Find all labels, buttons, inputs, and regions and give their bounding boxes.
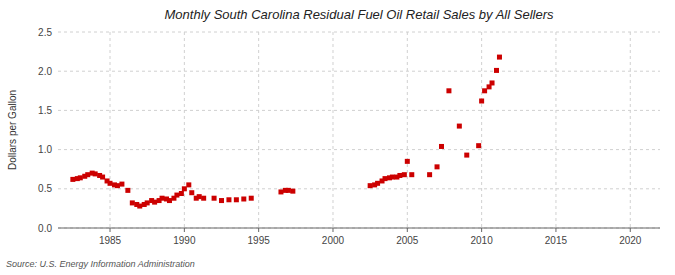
x-grid-line (481, 32, 482, 228)
point (100, 175, 105, 180)
x-tick-mark (481, 228, 482, 232)
point (464, 153, 469, 158)
point (249, 196, 254, 201)
title: Monthly South Carolina Residual Fuel Oil… (165, 7, 554, 22)
point (405, 159, 410, 164)
x-grid-line (630, 32, 631, 228)
y-tick-label: 1.0 (38, 144, 52, 155)
chart-svg: 0.0 0.5 1.0 1.5 2.0 2.5 1985 1990 1995 2000 2005 20… (0, 0, 675, 275)
point (179, 191, 184, 196)
y-grid-line (58, 110, 660, 111)
point (189, 190, 194, 195)
x-grid-line (110, 32, 111, 228)
x-tick-label: 2000 (322, 235, 345, 246)
point (368, 183, 373, 188)
point (219, 198, 224, 203)
x-tick-label: 1990 (173, 235, 196, 246)
x-grid-line (258, 32, 259, 228)
y-tick-label: 2.0 (38, 66, 52, 77)
point (93, 171, 98, 176)
point (490, 80, 495, 85)
y-grid-line (58, 188, 660, 189)
point (130, 200, 135, 205)
point (226, 197, 231, 202)
y-grid-line (58, 149, 660, 150)
y-tick-label: 0.0 (38, 223, 52, 234)
point (476, 143, 481, 148)
point (212, 196, 217, 201)
point (383, 176, 388, 181)
point (174, 193, 179, 198)
x-tick-label: 1995 (248, 235, 271, 246)
point (145, 200, 150, 205)
point (482, 88, 487, 93)
point (446, 88, 451, 93)
points (70, 55, 502, 209)
x-grid-line (555, 32, 556, 228)
x-grid-line (184, 32, 185, 228)
x-axis-line (58, 228, 660, 229)
point (286, 188, 291, 193)
point (409, 172, 414, 177)
point (402, 172, 407, 177)
point (186, 182, 191, 187)
point (70, 177, 75, 182)
point (290, 189, 295, 194)
point (197, 194, 202, 199)
point (160, 196, 165, 201)
point (494, 68, 499, 73)
point (85, 172, 90, 177)
point (78, 175, 83, 180)
x-tick-mark (110, 228, 111, 232)
x-tick-mark (630, 228, 631, 232)
y-tick-label: 1.5 (38, 105, 52, 116)
x-tick-label: 2020 (619, 235, 642, 246)
x-tick-mark (332, 228, 333, 232)
point (119, 182, 124, 187)
point (397, 173, 402, 178)
page: {"chart_data": { "type": "scatter", "tit… (0, 0, 675, 275)
point (115, 183, 120, 188)
point (108, 181, 113, 186)
point (375, 181, 380, 186)
x-tick-label: 2010 (471, 235, 494, 246)
point (278, 189, 283, 194)
source-note: Source: U.S. Energy Information Administ… (6, 259, 195, 269)
y-tick-label: 2.5 (38, 27, 52, 38)
x-tick-mark (184, 228, 185, 232)
x-tick-label: 2015 (545, 235, 568, 246)
point (137, 204, 142, 209)
axes: 0.0 0.5 1.0 1.5 2.0 2.5 1985 1990 1995 2000 2005 20… (38, 27, 660, 247)
point (241, 196, 246, 201)
x-tick-mark (258, 228, 259, 232)
y-grid-line (58, 32, 660, 33)
point (439, 144, 444, 149)
point (234, 197, 239, 202)
point (479, 98, 484, 103)
y-grid-line (58, 71, 660, 72)
x-tick-label: 1985 (99, 235, 122, 246)
point (427, 172, 432, 177)
point (390, 175, 395, 180)
point (201, 196, 206, 201)
point (167, 198, 172, 203)
y-axis-label: Dollars per Gallon (7, 90, 18, 170)
x-tick-mark (407, 228, 408, 232)
point (435, 164, 440, 169)
point (125, 188, 130, 193)
y-grid-line (58, 228, 660, 229)
point (182, 186, 187, 191)
x-tick-label: 2005 (396, 235, 419, 246)
x-grid-line (407, 32, 408, 228)
chart-container: 0.0 0.5 1.0 1.5 2.0 2.5 1985 1990 1995 2000 2005 20… (0, 0, 675, 275)
x-grid-line (332, 32, 333, 228)
grid (58, 32, 660, 228)
point (497, 55, 502, 60)
point (152, 200, 157, 205)
point (457, 124, 462, 129)
x-tick-mark (555, 228, 556, 232)
y-tick-label: 0.5 (38, 183, 52, 194)
